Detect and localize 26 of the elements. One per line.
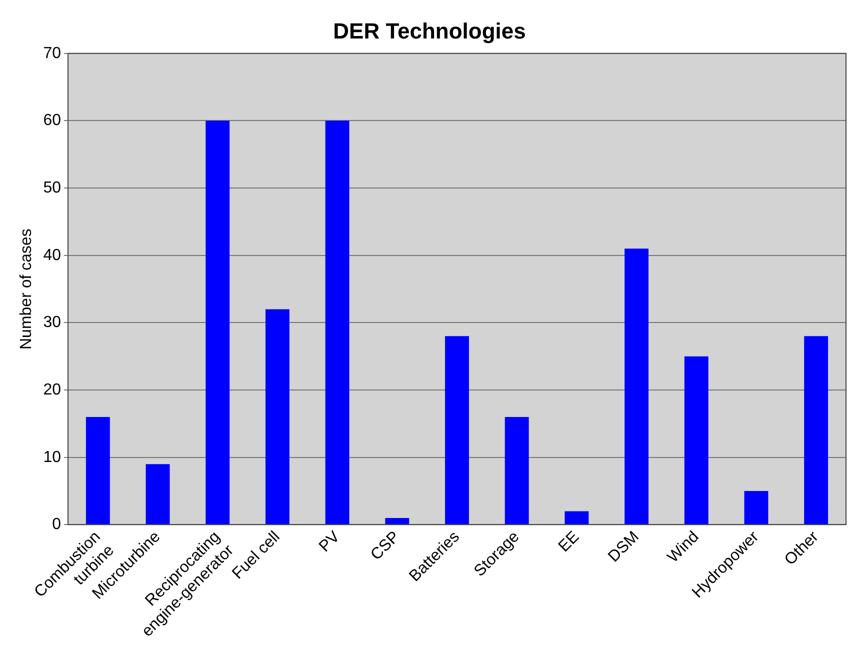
bar	[385, 518, 410, 524]
x-tick-label: EE	[556, 528, 583, 556]
y-tick-label: 50	[43, 179, 62, 196]
y-tick-label: 60	[43, 112, 62, 130]
bar	[445, 336, 469, 524]
y-tick-label: 30	[43, 314, 62, 332]
y-axis-title: Number of cases	[18, 228, 36, 350]
bar	[146, 464, 170, 524]
chart-title: DER Technologies	[333, 18, 526, 44]
bar	[325, 120, 350, 524]
bar	[504, 416, 529, 524]
y-tick-label: 10	[43, 448, 62, 466]
y-tick-label: 70	[43, 44, 62, 62]
y-tick-label: 20	[43, 381, 62, 398]
bar	[744, 491, 768, 524]
bar	[684, 356, 708, 524]
y-tick-label: 0	[52, 516, 62, 534]
bar	[624, 248, 649, 524]
x-tick-label: CSP	[368, 528, 404, 564]
bar	[265, 309, 290, 524]
bar	[804, 336, 828, 524]
x-tick-label: PV	[316, 528, 344, 556]
bar	[86, 416, 110, 524]
y-tick-label: 40	[43, 246, 62, 264]
bar	[206, 120, 230, 524]
bar	[564, 511, 589, 524]
